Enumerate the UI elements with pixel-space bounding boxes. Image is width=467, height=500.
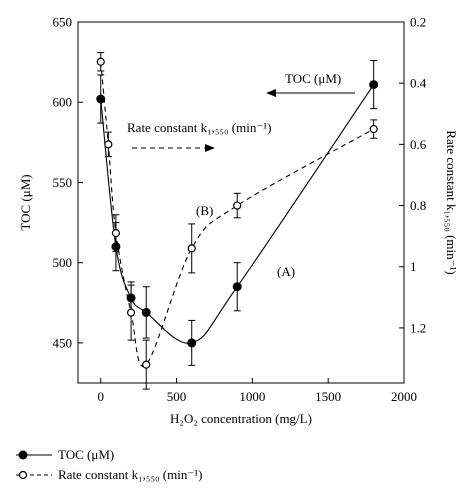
data-point: [233, 201, 242, 210]
y-right-tick-label: 0.4: [410, 76, 427, 91]
y-right-tick-label: 0.6: [410, 137, 427, 152]
y-left-axis-label: TOC (μM): [18, 174, 33, 230]
data-point: [142, 360, 151, 369]
series-rate-constant: [96, 52, 378, 390]
data-point: [187, 244, 196, 253]
data-point: [369, 80, 379, 90]
annotation-curve-a: (A): [277, 264, 295, 279]
data-point: [104, 140, 113, 149]
y-right-tick-label: 0.2: [410, 15, 426, 30]
data-point: [187, 338, 197, 348]
y-left-tick-label: 650: [53, 15, 73, 30]
rate-arrow-head: [205, 144, 215, 152]
annotation-curve-b: (B): [196, 203, 213, 218]
data-point: [96, 94, 106, 104]
legend-marker-toc: [16, 450, 52, 460]
y-right-tick-label: 0.8: [410, 198, 426, 213]
legend-label-toc: TOC (μM): [58, 447, 115, 462]
toc-arrow-head: [266, 89, 276, 97]
annotations: (A) (B) TOC (μM) Rate constant k₁,₅₅₀ (m…: [127, 71, 355, 279]
axes: 0 500 1000 1500 2000 450 500 550 600 650 0.2 0.4 0.6…: [18, 15, 459, 427]
y-left-tick-label: 550: [53, 175, 73, 190]
data-point: [141, 307, 151, 317]
data-point: [111, 228, 121, 238]
x-axis-label: H₂O₂ concentration (mg/L): [170, 411, 312, 426]
data-point: [369, 124, 378, 134]
legend-label-rate: Rate constant k₁,₅₅₀ (min⁻¹): [58, 467, 203, 482]
y-right-tick-label: 1.2: [410, 320, 426, 335]
y-left-tick-label: 450: [53, 335, 73, 350]
y-right-axis-label: Rate constant k₁,₅₅₀ (min⁻¹): [444, 130, 459, 274]
data-point: [232, 282, 242, 292]
data-point: [126, 308, 136, 317]
series-layer: [96, 52, 379, 390]
x-tick-label: 2000: [391, 389, 417, 404]
x-tick-label: 1500: [315, 389, 341, 404]
data-point: [96, 57, 105, 66]
annotation-toc-arrow-label: TOC (μM): [285, 71, 341, 86]
plot-frame: [77, 21, 405, 384]
x-tick-label: 1000: [239, 389, 265, 404]
annotation-rate-arrow-label: Rate constant k₁,₅₅₀ (min⁻¹): [127, 120, 271, 135]
y-left-tick-label: 600: [53, 95, 73, 110]
y-left-tick-label: 500: [53, 255, 73, 270]
y-right-tick-label: 1: [410, 259, 417, 274]
x-tick-label: 0: [97, 389, 104, 404]
legend-marker-rate: [16, 470, 52, 480]
x-tick-label: 500: [167, 389, 187, 404]
